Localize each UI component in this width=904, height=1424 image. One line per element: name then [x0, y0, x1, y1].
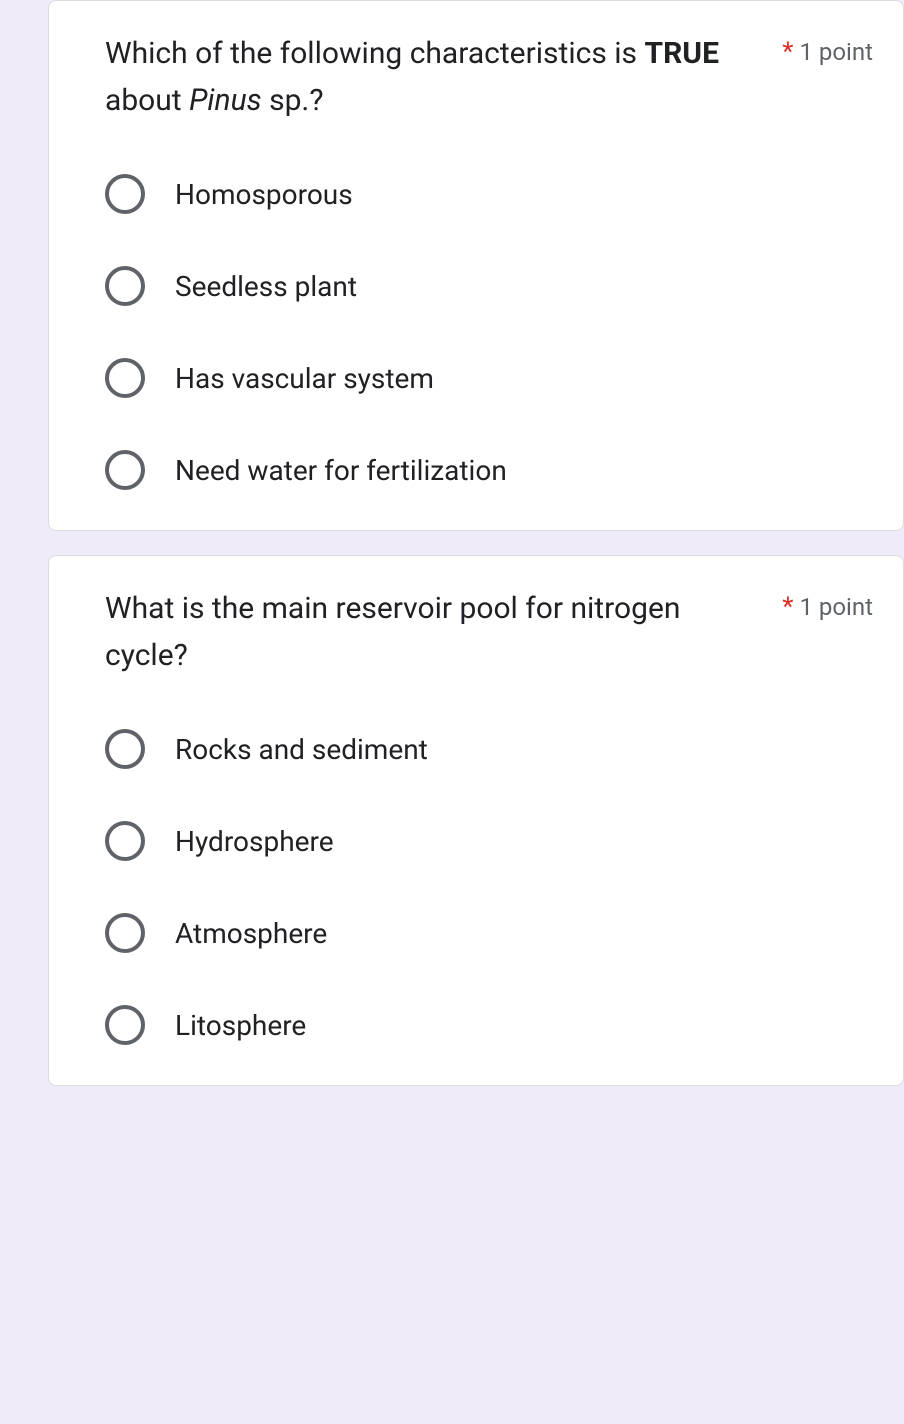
points-text: 1 point [799, 593, 873, 621]
question-text: What is the main reservoir pool for nitr… [105, 586, 762, 679]
radio-icon [105, 450, 145, 490]
options-group: Rocks and sediment Hydrosphere Atmospher… [105, 729, 873, 1045]
option-label: Seedless plant [175, 270, 357, 303]
option-label: Rocks and sediment [175, 733, 428, 766]
radio-icon [105, 174, 145, 214]
radio-icon [105, 1005, 145, 1045]
question-header: Which of the following characteristics i… [105, 31, 873, 124]
radio-icon [105, 821, 145, 861]
option-label: Has vascular system [175, 362, 434, 395]
question-part: sp.? [262, 83, 324, 118]
question-text: Which of the following characteristics i… [105, 31, 762, 124]
question-part: about [105, 83, 189, 118]
radio-option[interactable]: Homosporous [105, 174, 873, 214]
radio-option[interactable]: Hydrosphere [105, 821, 873, 861]
option-label: Hydrosphere [175, 825, 334, 858]
question-part-bold: TRUE [644, 36, 718, 71]
radio-option[interactable]: Need water for fertilization [105, 450, 873, 490]
radio-option[interactable]: Litosphere [105, 1005, 873, 1045]
question-part: What is the main reservoir pool for nitr… [105, 591, 680, 673]
radio-icon [105, 913, 145, 953]
option-label: Atmosphere [175, 917, 327, 950]
points-text: 1 point [799, 38, 873, 66]
question-card: Which of the following characteristics i… [48, 0, 904, 531]
question-header: What is the main reservoir pool for nitr… [105, 586, 873, 679]
radio-option[interactable]: Seedless plant [105, 266, 873, 306]
option-label: Need water for fertilization [175, 454, 507, 487]
radio-icon [105, 358, 145, 398]
radio-option[interactable]: Atmosphere [105, 913, 873, 953]
options-group: Homosporous Seedless plant Has vascular … [105, 174, 873, 490]
required-marker: * [782, 37, 793, 67]
question-part-italic: Pinus [189, 83, 262, 118]
option-label: Litosphere [175, 1009, 306, 1042]
radio-option[interactable]: Rocks and sediment [105, 729, 873, 769]
points-label: *1 point [782, 31, 873, 67]
points-label: *1 point [782, 586, 873, 622]
radio-icon [105, 729, 145, 769]
option-label: Homosporous [175, 178, 353, 211]
radio-option[interactable]: Has vascular system [105, 358, 873, 398]
question-part: Which of the following characteristics i… [105, 36, 644, 71]
question-card: What is the main reservoir pool for nitr… [48, 555, 904, 1086]
required-marker: * [782, 592, 793, 622]
radio-icon [105, 266, 145, 306]
